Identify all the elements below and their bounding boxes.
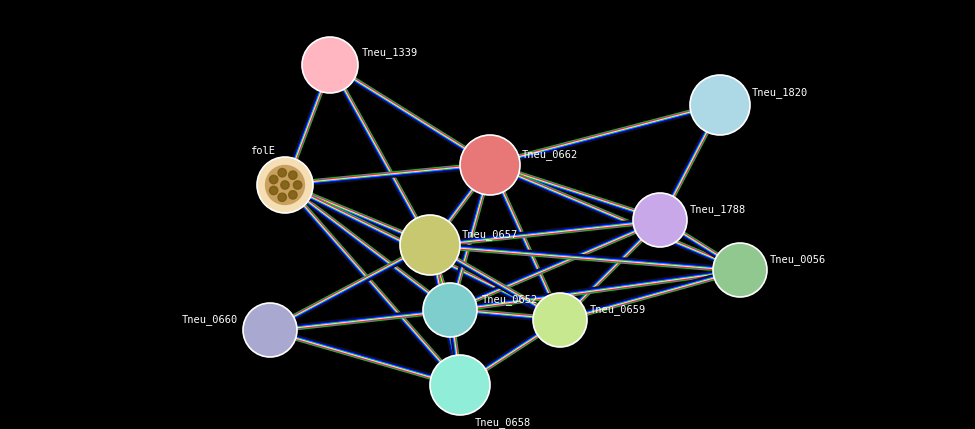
- Circle shape: [400, 215, 460, 275]
- Text: folE: folE: [250, 146, 275, 156]
- Circle shape: [281, 181, 290, 189]
- Text: Tneu_1339: Tneu_1339: [362, 48, 418, 58]
- Text: Tneu_1788: Tneu_1788: [690, 205, 746, 215]
- Text: Tneu_0658: Tneu_0658: [475, 417, 531, 429]
- Circle shape: [460, 135, 520, 195]
- Circle shape: [423, 283, 477, 337]
- Circle shape: [302, 37, 358, 93]
- Circle shape: [430, 355, 490, 415]
- Circle shape: [265, 165, 305, 205]
- Circle shape: [293, 181, 302, 189]
- Text: Tneu_1820: Tneu_1820: [752, 88, 808, 98]
- Circle shape: [269, 186, 278, 195]
- Circle shape: [690, 75, 750, 135]
- Circle shape: [257, 157, 313, 213]
- Text: Tneu_0660: Tneu_0660: [181, 314, 238, 326]
- Text: Tneu_0657: Tneu_0657: [462, 230, 519, 240]
- Circle shape: [243, 303, 297, 357]
- Circle shape: [269, 175, 278, 184]
- Circle shape: [633, 193, 687, 247]
- Text: Tneu_0659: Tneu_0659: [590, 305, 646, 315]
- Text: Tneu_0056: Tneu_0056: [770, 254, 826, 266]
- Circle shape: [289, 171, 297, 179]
- Circle shape: [278, 169, 287, 177]
- Circle shape: [713, 243, 767, 297]
- Text: Tneu_0652: Tneu_0652: [482, 295, 538, 305]
- Text: Tneu_0662: Tneu_0662: [522, 150, 578, 160]
- Circle shape: [289, 190, 297, 199]
- Circle shape: [533, 293, 587, 347]
- Circle shape: [278, 193, 287, 202]
